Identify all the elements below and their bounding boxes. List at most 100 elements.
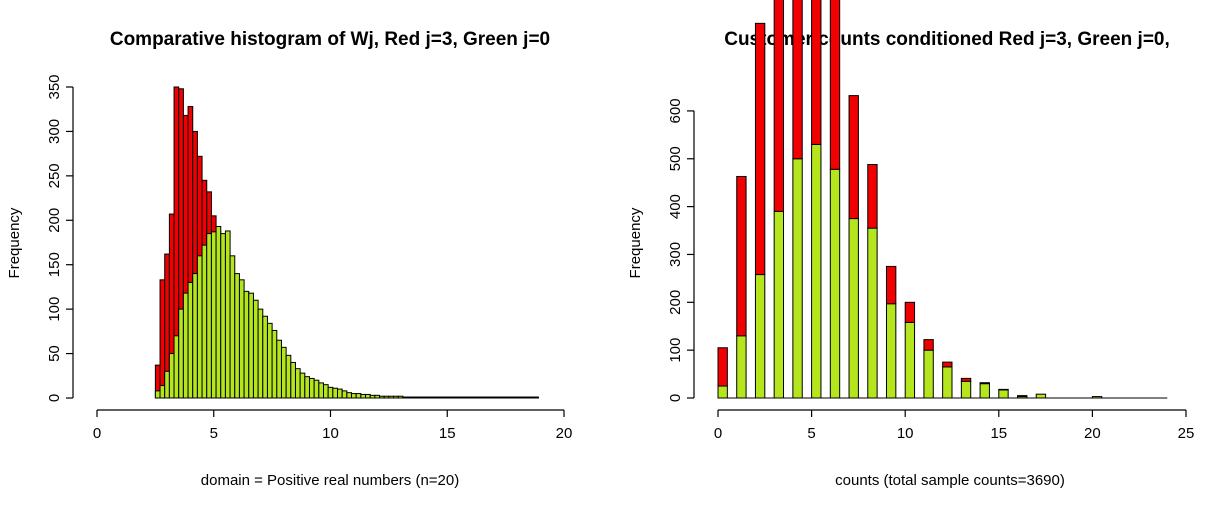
counts-y-axis-label: Frequency	[627, 207, 644, 278]
counts-bar-red	[849, 96, 858, 219]
histogram-bar	[300, 373, 305, 398]
histogram-bar	[436, 397, 441, 398]
counts-bar-red	[905, 302, 914, 322]
counts-bar-red	[793, 0, 802, 159]
histogram-bar	[496, 397, 501, 398]
histogram-bar	[165, 371, 170, 398]
histogram-bar	[459, 397, 464, 398]
histogram-bar	[253, 300, 258, 398]
histogram-bar	[408, 397, 413, 398]
histogram-bar	[258, 309, 263, 398]
counts-bar-green	[980, 384, 989, 398]
histogram-bar	[422, 397, 427, 398]
histogram-bar	[169, 354, 174, 398]
histogram-bar	[309, 378, 314, 398]
histogram-bar	[211, 232, 216, 398]
histogram-bar	[160, 280, 165, 398]
counts-bar-green	[755, 275, 764, 398]
histogram-bar	[464, 397, 469, 398]
histogram-bar	[478, 397, 483, 398]
counts-bars	[718, 0, 1167, 398]
histogram-bar	[221, 234, 226, 398]
histogram-bar	[384, 396, 389, 398]
histogram-bar	[394, 396, 399, 398]
counts-y-tick-label: 200	[667, 290, 684, 315]
histogram-bar	[366, 394, 371, 398]
histogram-bar	[277, 340, 282, 398]
histogram-bar	[454, 397, 459, 398]
histogram-bar	[207, 234, 212, 398]
histogram-bar	[160, 386, 165, 398]
counts-bar-red	[868, 165, 877, 229]
counts-bar-red	[718, 348, 727, 386]
histogram-bar	[417, 397, 422, 398]
counts-x-tick-label: 10	[897, 425, 914, 442]
histogram-bar	[183, 293, 188, 398]
histogram-bar	[179, 309, 184, 398]
histogram-bar	[291, 362, 296, 398]
histogram-bar	[440, 397, 445, 398]
histogram-chart: Comparative histogram of Wj, Red j=3, Gr…	[6, 29, 572, 489]
histogram-bar	[473, 397, 478, 398]
counts-bar-red	[886, 266, 895, 303]
histogram-bar	[188, 282, 193, 398]
counts-x-tick-label: 5	[807, 425, 815, 442]
histogram-bar	[352, 394, 357, 398]
histogram-bar	[197, 256, 202, 398]
counts-y-tick-label: 400	[667, 194, 684, 219]
histogram-bar	[295, 369, 300, 398]
histogram-bar	[524, 397, 529, 398]
counts-bar-green	[905, 322, 914, 398]
counts-bar-red	[943, 362, 952, 367]
counts-x-tick-label: 15	[990, 425, 1007, 442]
counts-y-tick-label: 0	[667, 394, 684, 402]
histogram-bar	[412, 397, 417, 398]
counts-x-tick-label: 0	[714, 425, 722, 442]
histogram-bar	[361, 394, 366, 398]
histogram-bar	[520, 397, 525, 398]
counts-bar-red	[961, 378, 970, 381]
counts-bar-green	[812, 144, 821, 398]
counts-y-tick-label: 600	[667, 98, 684, 123]
counts-bar-green	[1092, 397, 1101, 398]
counts-bar-green	[943, 367, 952, 398]
counts-bar-red	[830, 0, 839, 169]
counts-bar-red	[1018, 396, 1027, 397]
histogram-bar	[155, 391, 160, 398]
histogram-y-tick-label: 50	[46, 345, 63, 362]
histogram-y-tick-label: 0	[46, 394, 63, 402]
histogram-bar	[174, 336, 179, 398]
histogram-bar	[370, 395, 375, 398]
histogram-y-tick-label: 200	[46, 208, 63, 233]
histogram-y-tick-label: 250	[46, 163, 63, 188]
histogram-bar	[225, 231, 230, 398]
histogram-bar	[249, 293, 254, 398]
counts-x-tick-label: 20	[1084, 425, 1101, 442]
counts-bar-red	[737, 176, 746, 335]
counts-bar-red	[980, 383, 989, 384]
counts-bar-green	[718, 386, 727, 398]
histogram-bar	[244, 291, 249, 398]
counts-bar-red	[755, 23, 764, 274]
histogram-y-tick-label: 150	[46, 252, 63, 277]
counts-y-tick-label: 500	[667, 146, 684, 171]
histogram-bar	[202, 245, 207, 398]
histogram-bar	[529, 397, 534, 398]
histogram-bar	[445, 397, 450, 398]
counts-bar-red	[812, 0, 821, 144]
histogram-bar	[515, 397, 520, 398]
counts-bar-red	[774, 0, 783, 211]
histogram-bar	[431, 397, 436, 398]
counts-bar-green	[999, 390, 1008, 398]
histogram-x-axis-label: domain = Positive real numbers (n=20)	[201, 472, 459, 489]
histogram-bar	[263, 316, 268, 398]
histogram-bar	[380, 396, 385, 398]
histogram-bar	[356, 394, 361, 398]
histogram-y-tick-label: 350	[46, 74, 63, 99]
counts-bar-green	[1036, 394, 1045, 398]
counts-bar-red	[924, 340, 933, 351]
